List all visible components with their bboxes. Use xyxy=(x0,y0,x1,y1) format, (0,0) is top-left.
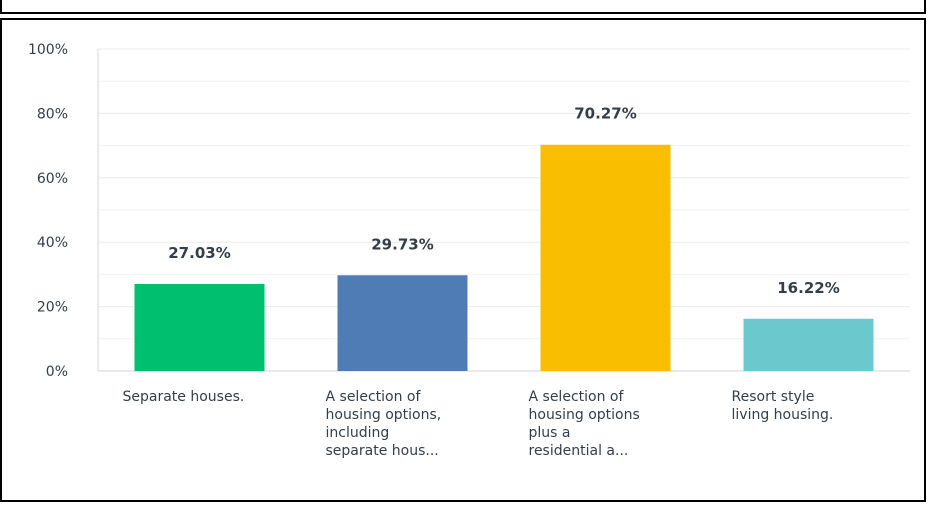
data-label: 16.22% xyxy=(777,279,839,297)
bar xyxy=(743,318,874,371)
x-category-label: plus a xyxy=(529,425,571,441)
x-category-label: A selection of xyxy=(326,389,422,405)
x-category-label: including xyxy=(326,425,390,441)
bar xyxy=(337,275,468,371)
x-category-label: Resort style xyxy=(732,389,815,405)
top-border-strip xyxy=(0,0,926,14)
y-tick-label: 80% xyxy=(37,106,68,122)
x-category-label: housing options, xyxy=(326,407,442,423)
bar xyxy=(134,283,265,371)
data-label: 29.73% xyxy=(371,235,433,253)
data-label: 70.27% xyxy=(574,105,636,123)
x-category-label: residential a... xyxy=(529,443,629,459)
data-label: 27.03% xyxy=(168,244,230,262)
x-category-label: housing options xyxy=(529,407,640,423)
y-tick-label: 40% xyxy=(37,235,68,251)
bar xyxy=(540,144,671,371)
x-category-label: Separate houses. xyxy=(123,389,245,405)
x-category-label: A selection of xyxy=(529,389,625,405)
bar-chart: 0% 20% 40% 60% 80% 100% 27.03% Separate houses.… xyxy=(28,42,910,459)
chart-frame: 0% 20% 40% 60% 80% 100% 27.03% Separate houses.… xyxy=(0,18,926,502)
y-tick-label: 20% xyxy=(37,300,68,316)
y-tick-label: 60% xyxy=(37,171,68,187)
y-tick-label: 100% xyxy=(28,42,68,58)
x-category-label: living housing. xyxy=(732,407,834,423)
y-tick-label: 0% xyxy=(46,364,68,380)
x-category-label: separate hous... xyxy=(326,443,439,459)
